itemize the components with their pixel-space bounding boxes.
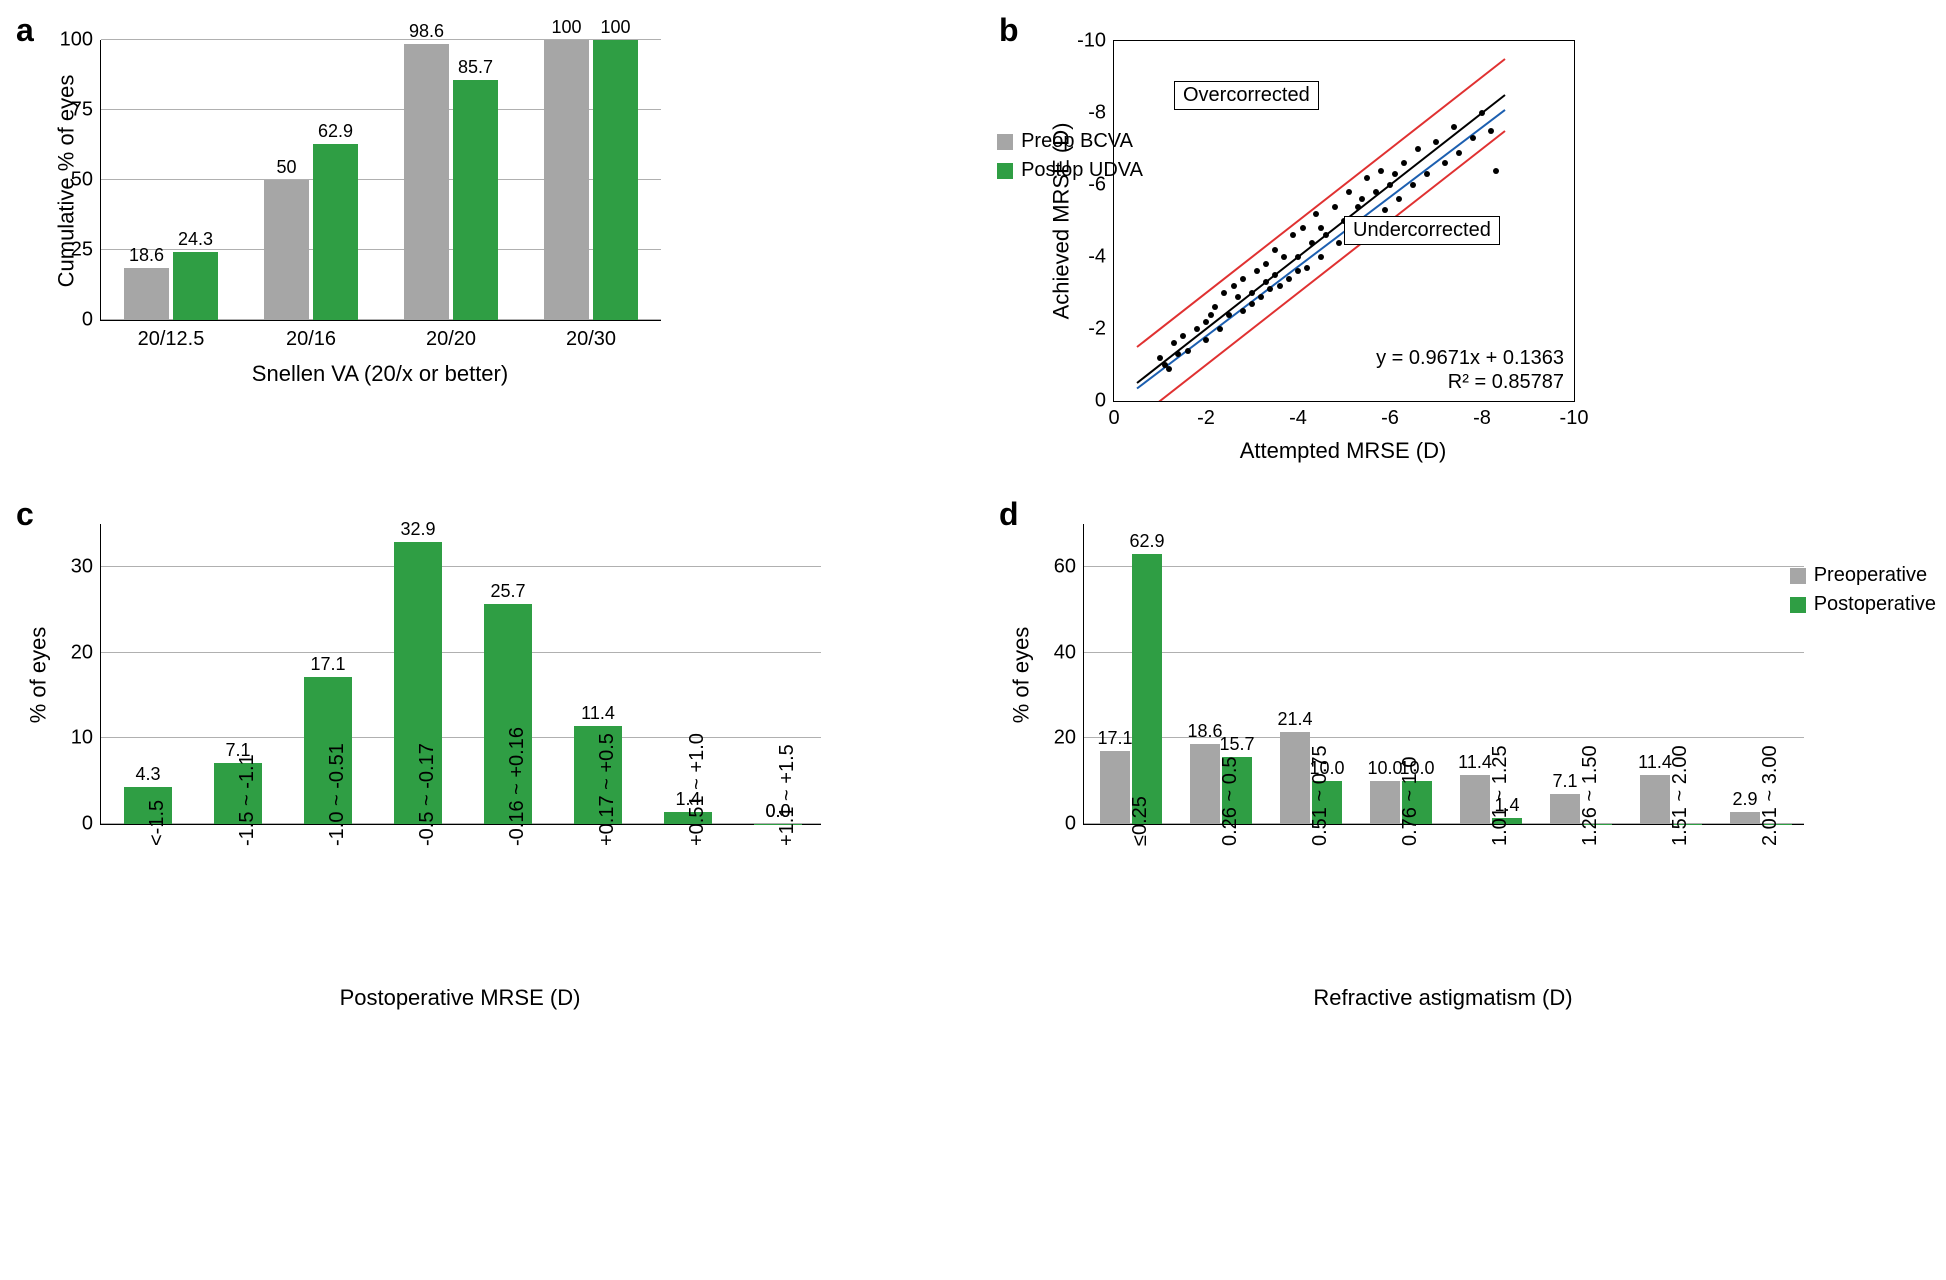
panel-a-label: a (16, 12, 34, 49)
bar: 98.6 (404, 44, 449, 320)
panel-c: c 01020304.3<-1.57.1-1.5 ~ -1.117.1-1.0 … (20, 504, 943, 1011)
bar: 24.3 (173, 252, 218, 320)
bar: 85.7 (453, 80, 498, 320)
panel-a: a 025507510018.624.320/12.55062.920/1698… (20, 20, 943, 464)
panel-d-label: d (999, 496, 1019, 533)
bar: 100 (593, 40, 638, 320)
bar: 18.6 (124, 268, 169, 320)
bar: 62.9 (313, 144, 358, 320)
panel-b: b 00-2-2-4-4-6-6-8-8-10-10OvercorrectedU… (1003, 20, 1926, 464)
panel-b-label: b (999, 12, 1019, 49)
bar: 100 (544, 40, 589, 320)
figure-grid: a 025507510018.624.320/12.55062.920/1698… (20, 20, 1926, 1011)
panel-d-chart: 020406017.162.9≤0.2518.615.70.26 ~ 0.521… (1083, 524, 1926, 1011)
panel-b-chart: 00-2-2-4-4-6-6-8-8-10-10OvercorrectedUnd… (1113, 40, 1926, 464)
panel-c-chart: 01020304.3<-1.57.1-1.5 ~ -1.117.1-1.0 ~ … (100, 524, 943, 1011)
panel-d: d 020406017.162.9≤0.2518.615.70.26 ~ 0.5… (1003, 504, 1926, 1011)
panel-c-label: c (16, 496, 34, 533)
bar: 50 (264, 180, 309, 320)
panel-a-chart: 025507510018.624.320/12.55062.920/1698.6… (100, 40, 943, 387)
